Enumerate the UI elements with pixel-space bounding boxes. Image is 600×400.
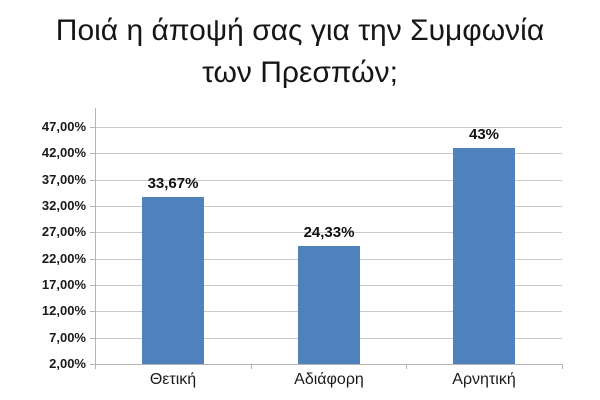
y-axis-tick — [90, 364, 95, 365]
gridline — [96, 180, 562, 181]
y-axis-tick — [90, 127, 95, 128]
chart-title: Ποιά η άποψή σας για την Συμφωνία των Πρ… — [0, 10, 600, 94]
x-axis-tick — [251, 364, 252, 369]
y-axis-tick-label: 47,00% — [41, 119, 86, 134]
y-axis-tick — [90, 232, 95, 233]
y-axis-tick-label: 17,00% — [41, 277, 86, 292]
chart-title-line-1: Ποιά η άποψή σας για την Συμφωνία — [55, 14, 545, 47]
bar-value-label: 24,33% — [303, 224, 355, 241]
y-axis-tick — [90, 311, 95, 312]
y-axis-tick-label: 37,00% — [41, 172, 86, 187]
x-axis-line — [90, 364, 563, 365]
y-axis-tick — [90, 338, 95, 339]
y-axis-tick-label: 7,00% — [49, 330, 86, 345]
y-axis-tick — [90, 206, 95, 207]
gridline — [96, 232, 562, 233]
gridline — [96, 153, 562, 154]
x-axis-category-label: Αδιάφορη — [294, 371, 364, 388]
bar — [298, 246, 360, 364]
x-axis-category-label: Αρνητική — [452, 371, 516, 388]
bar — [142, 197, 204, 364]
bar — [453, 148, 515, 364]
chart-title-line-2: των Πρεσπών; — [202, 56, 398, 89]
x-axis-tick — [562, 364, 563, 369]
y-axis-tick — [90, 180, 95, 181]
x-axis-tick — [95, 364, 96, 369]
y-axis-line — [95, 108, 96, 365]
bar-value-label: 33,67% — [147, 175, 199, 192]
y-axis-tick-label: 32,00% — [41, 198, 86, 213]
y-axis-tick — [90, 259, 95, 260]
y-axis-tick-label: 42,00% — [41, 145, 86, 160]
gridline — [96, 127, 562, 128]
y-axis-tick-label: 2,00% — [49, 356, 86, 371]
y-axis-tick-label: 22,00% — [41, 251, 86, 266]
y-axis-tick — [90, 285, 95, 286]
y-axis-tick-label: 12,00% — [41, 303, 86, 318]
y-axis-tick-label: 27,00% — [41, 224, 86, 239]
gridline — [96, 206, 562, 207]
x-axis-tick — [406, 364, 407, 369]
x-axis-category-label: Θετική — [149, 371, 197, 388]
y-axis-tick — [90, 153, 95, 154]
bar-value-label: 43% — [468, 126, 500, 143]
